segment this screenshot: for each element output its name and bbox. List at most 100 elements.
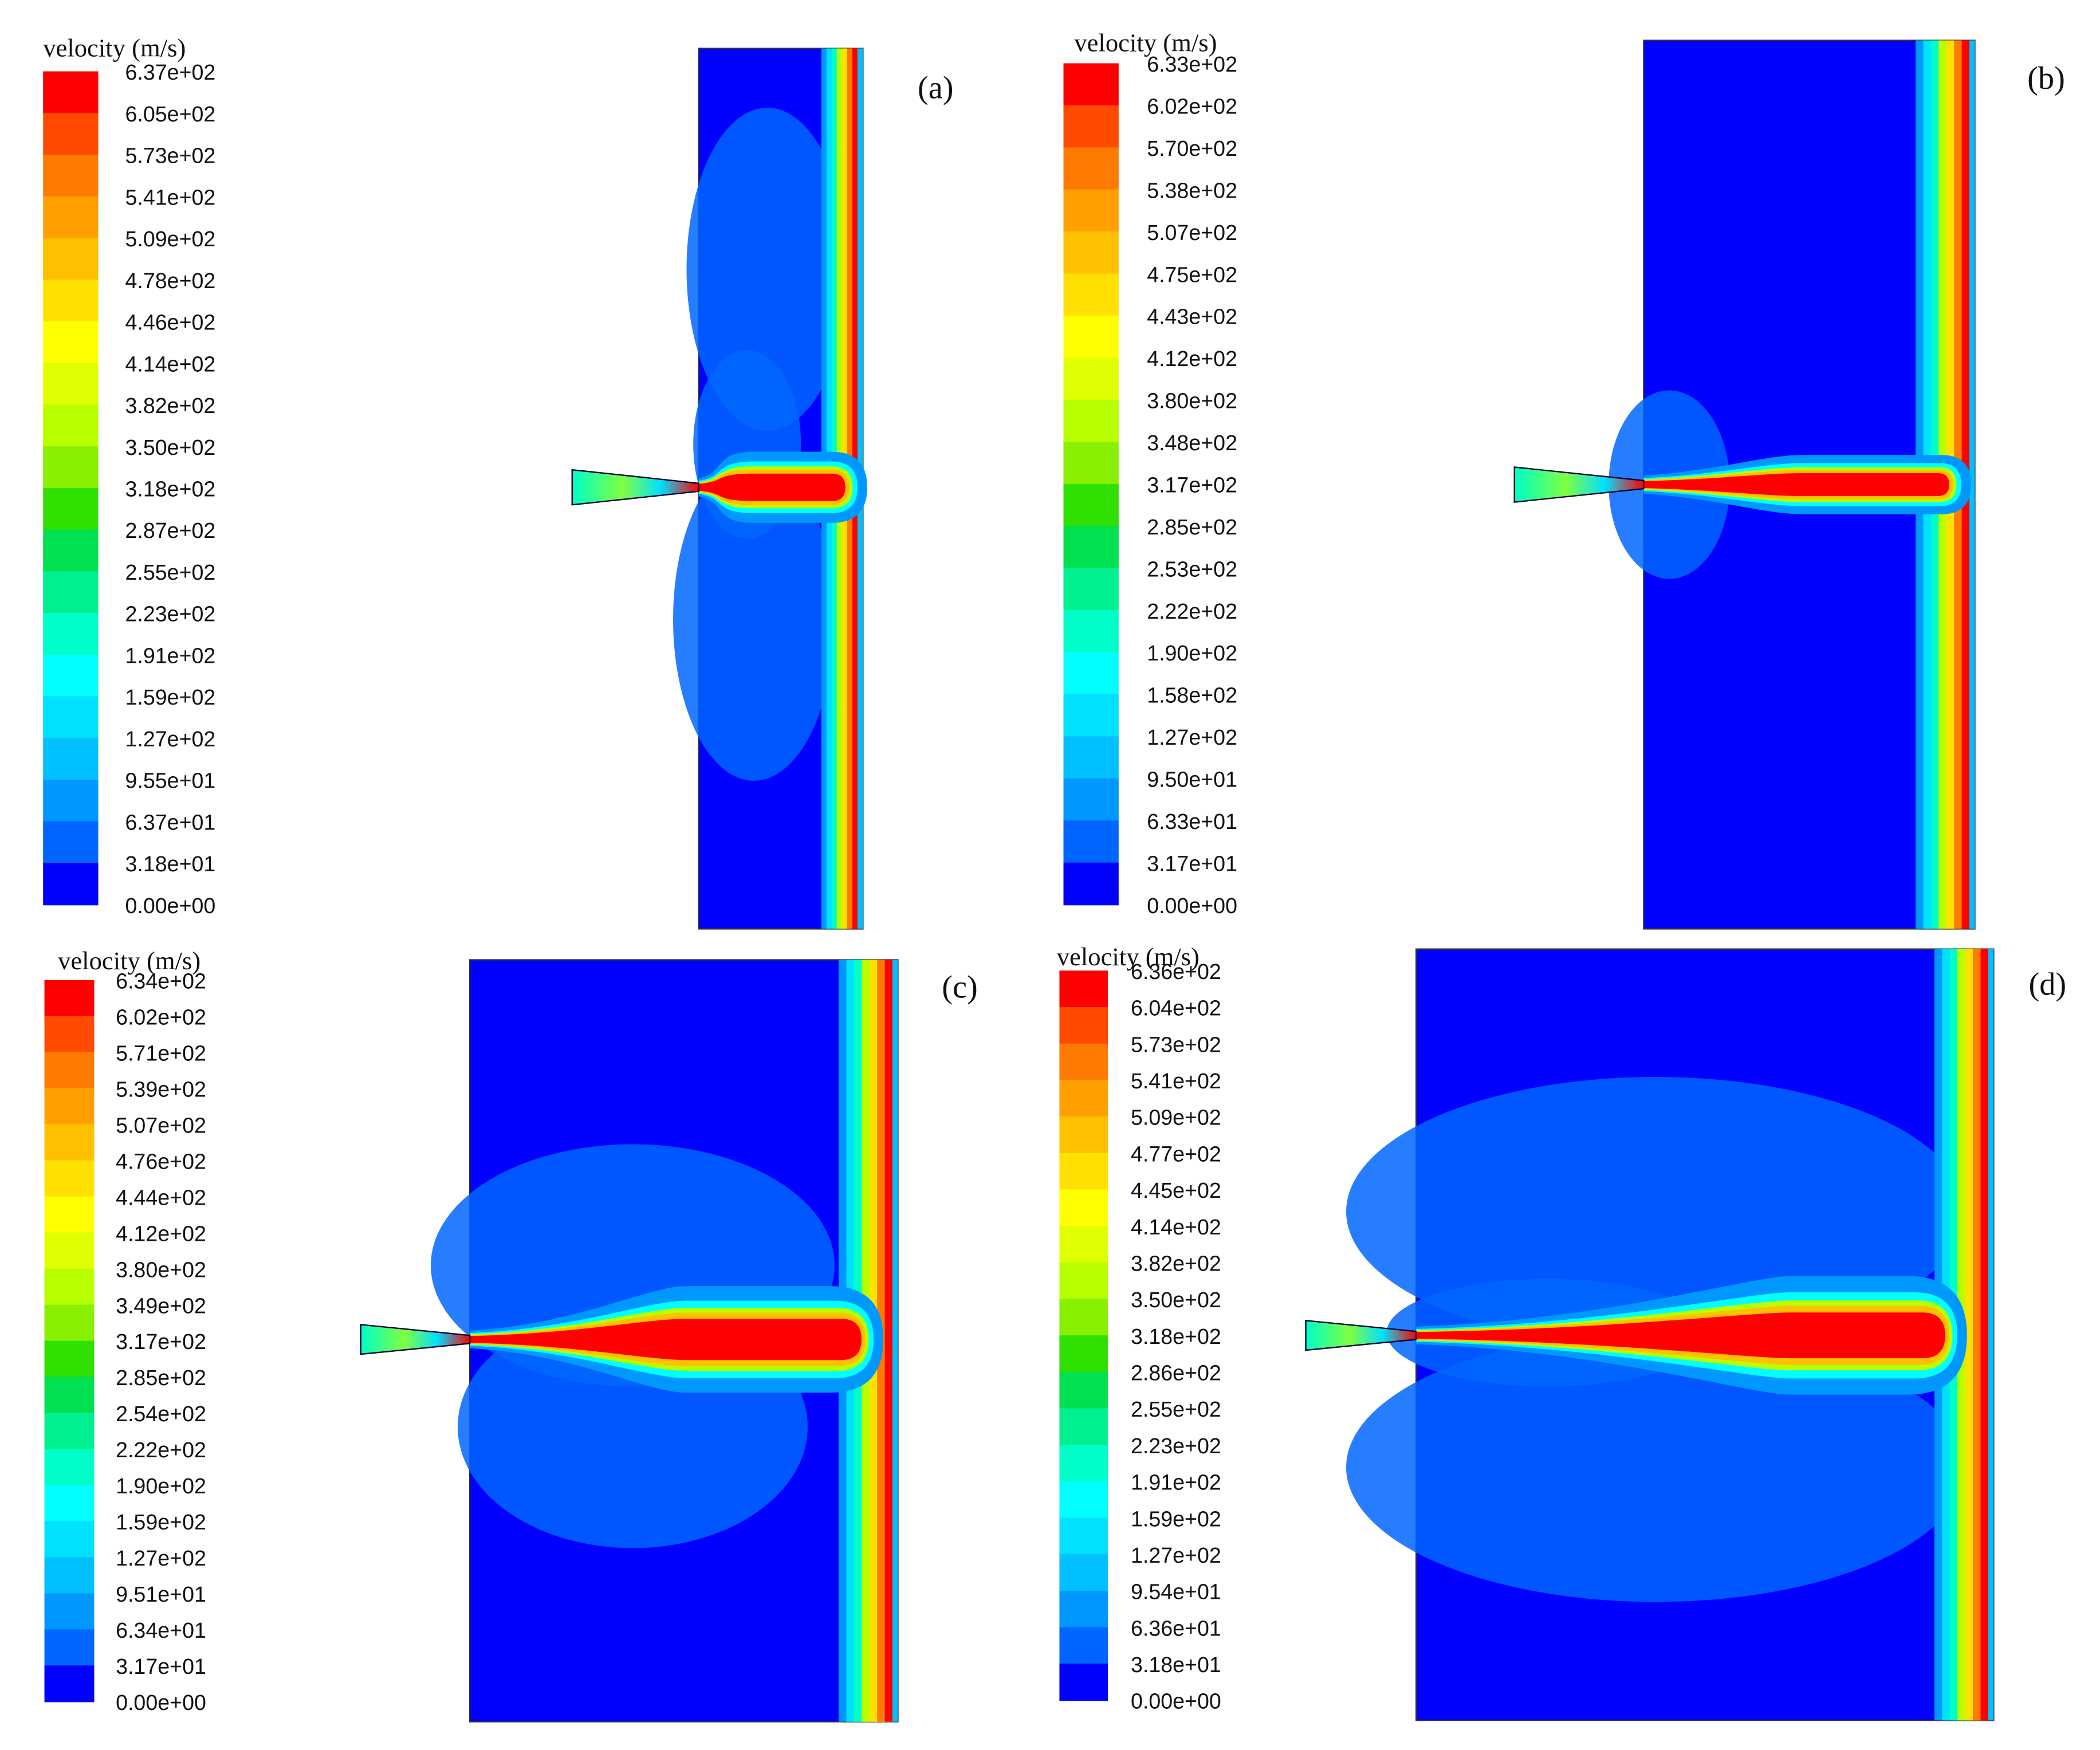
colorbar-band bbox=[44, 1340, 95, 1378]
colorbar-band bbox=[1059, 1299, 1108, 1336]
panel: velocity (m/s)6.36e+02 6.04e+02 5.73e+02 5.… bbox=[1057, 942, 2066, 1721]
colorbar-band bbox=[44, 1413, 95, 1450]
colorbar-band bbox=[44, 1557, 95, 1594]
colorbar-band bbox=[1059, 1371, 1108, 1409]
colorbar-label: 2.23e+02 bbox=[125, 602, 216, 626]
colorbar-band bbox=[43, 238, 99, 281]
panel: velocity (m/s)6.37e+02 6.05e+02 5.73e+02 5.… bbox=[43, 34, 954, 930]
colorbar-band bbox=[1059, 1226, 1108, 1264]
colorbar-band bbox=[43, 280, 99, 323]
colorbar-label: 1.59e+02 bbox=[1131, 1507, 1221, 1531]
colorbar-band bbox=[43, 696, 99, 739]
colorbar-band bbox=[43, 780, 99, 822]
colorbar-label: 4.43e+02 bbox=[1147, 305, 1237, 329]
colorbar-label: 5.73e+02 bbox=[125, 144, 216, 168]
colorbar-band bbox=[44, 1196, 95, 1233]
colorbar-label: 0.00e+00 bbox=[116, 1690, 206, 1714]
colorbar-band bbox=[44, 1232, 95, 1269]
colorbar-label: 5.07e+02 bbox=[116, 1113, 206, 1137]
colorbar-band bbox=[43, 404, 99, 447]
low-speed-region bbox=[1346, 1332, 1965, 1602]
colorbar-label: 3.17e+01 bbox=[116, 1654, 206, 1678]
colorbar-band bbox=[1059, 1116, 1108, 1154]
panel-label: (d) bbox=[2028, 967, 2066, 1002]
colorbar-label: 5.07e+02 bbox=[1147, 221, 1237, 245]
colorbar-label: 0.00e+00 bbox=[1131, 1689, 1221, 1713]
colorbar-label: 5.09e+02 bbox=[1131, 1106, 1221, 1130]
colorbar-band bbox=[1059, 970, 1108, 1008]
panel-label: (c) bbox=[942, 969, 978, 1005]
colorbar-label: 3.82e+02 bbox=[125, 394, 216, 418]
colorbar-band bbox=[44, 1052, 95, 1089]
colorbar-label: 9.55e+01 bbox=[125, 769, 216, 793]
colorbar-label: 4.12e+02 bbox=[1147, 347, 1237, 371]
colorbar-band bbox=[43, 613, 99, 655]
colorbar-label: 1.27e+02 bbox=[116, 1546, 206, 1570]
colorbar-label: 4.78e+02 bbox=[125, 269, 216, 293]
nozzle bbox=[360, 1324, 471, 1355]
colorbar-label: 2.23e+02 bbox=[1131, 1434, 1221, 1458]
colorbar-band bbox=[1059, 1007, 1108, 1044]
colorbar-band bbox=[1059, 1080, 1108, 1118]
colorbar-band bbox=[1063, 483, 1119, 527]
colorbar-label: 1.27e+02 bbox=[125, 727, 216, 751]
colorbar-band bbox=[43, 654, 99, 697]
colorbar-label: 1.91e+02 bbox=[1131, 1470, 1221, 1495]
colorbar-band bbox=[1063, 778, 1119, 821]
colorbar-band bbox=[1063, 147, 1119, 190]
colorbar-label: 2.86e+02 bbox=[1131, 1361, 1221, 1385]
colorbar-band bbox=[1063, 399, 1119, 443]
colorbar-label: 5.71e+02 bbox=[116, 1041, 206, 1065]
colorbar-label: 4.77e+02 bbox=[1131, 1142, 1221, 1166]
colorbar-label: 3.82e+02 bbox=[1131, 1251, 1221, 1275]
jet bbox=[1416, 1312, 1945, 1359]
colorbar-label: 3.80e+02 bbox=[1147, 389, 1237, 413]
colorbar-band bbox=[1063, 273, 1119, 317]
colorbar-band bbox=[1063, 694, 1119, 737]
colorbar-band bbox=[43, 738, 99, 781]
colorbar-label: 3.17e+01 bbox=[1147, 851, 1237, 875]
panel: velocity (m/s)6.33e+02 6.02e+02 5.70e+02 5.… bbox=[1063, 28, 2065, 930]
colorbar-title: velocity (m/s) bbox=[1074, 28, 1217, 57]
colorbar-band bbox=[44, 980, 95, 1017]
colorbar-title: velocity (m/s) bbox=[1057, 942, 1200, 971]
colorbar-band bbox=[43, 446, 99, 489]
colorbar-band bbox=[1063, 652, 1119, 695]
colorbar-label: 3.50e+02 bbox=[125, 435, 216, 459]
jet bbox=[698, 473, 845, 501]
colorbar-band bbox=[1059, 1408, 1108, 1446]
colorbar-label: 6.02e+02 bbox=[1147, 95, 1237, 119]
colorbar-label: 5.39e+02 bbox=[116, 1077, 206, 1101]
colorbar-label: 3.18e+01 bbox=[125, 852, 216, 876]
colorbar-title: velocity (m/s) bbox=[43, 34, 186, 62]
colorbar-label: 9.54e+01 bbox=[1131, 1580, 1221, 1604]
colorbar-band bbox=[43, 196, 99, 239]
colorbar-label: 0.00e+00 bbox=[125, 894, 216, 918]
colorbar-band bbox=[1063, 316, 1119, 359]
colorbar-band bbox=[44, 1268, 95, 1305]
panel: velocity (m/s)6.34e+02 6.02e+02 5.71e+02 5.… bbox=[44, 946, 978, 1723]
low-speed-region bbox=[686, 108, 848, 431]
colorbar-band bbox=[44, 1124, 95, 1161]
colorbar-band bbox=[1059, 1153, 1108, 1190]
colorbar-band bbox=[44, 1160, 95, 1197]
colorbar-label: 2.22e+02 bbox=[1147, 599, 1237, 623]
colorbar-band bbox=[44, 1521, 95, 1558]
colorbar-band bbox=[1059, 1481, 1108, 1519]
colorbar-band bbox=[1059, 1590, 1108, 1628]
colorbar-label: 3.49e+02 bbox=[116, 1293, 206, 1318]
colorbar-label: 4.75e+02 bbox=[1147, 262, 1237, 286]
low-speed-region bbox=[673, 458, 835, 781]
colorbar-label: 4.44e+02 bbox=[116, 1185, 206, 1209]
colorbar-label: 5.41e+02 bbox=[125, 185, 216, 209]
colorbar-band bbox=[44, 1665, 95, 1702]
colorbar-label: 2.55e+02 bbox=[125, 560, 216, 584]
colorbar-label: 1.90e+02 bbox=[1147, 641, 1237, 665]
colorbar-label: 3.17e+02 bbox=[1147, 473, 1237, 497]
colorbar-label: 4.12e+02 bbox=[116, 1221, 206, 1245]
wall-jet bbox=[884, 959, 893, 1722]
colorbar-band bbox=[44, 1377, 95, 1414]
colorbar-label: 6.33e+02 bbox=[1147, 52, 1237, 76]
jet bbox=[1643, 473, 1949, 496]
colorbar-band bbox=[1063, 526, 1119, 569]
